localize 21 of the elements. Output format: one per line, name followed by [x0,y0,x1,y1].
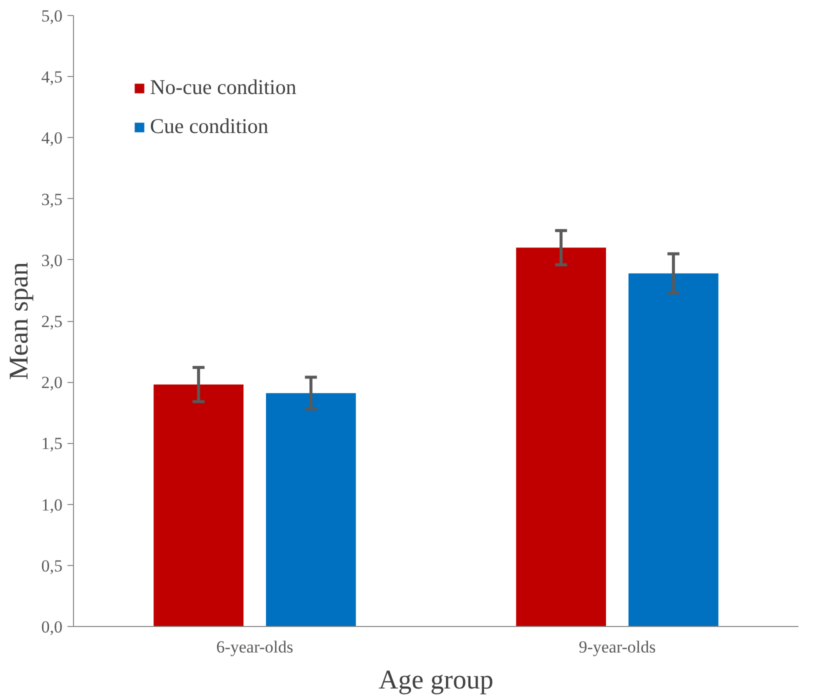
y-tick-label: 0,0 [41,618,62,636]
y-tick-label: 3,0 [41,250,62,270]
y-tick-label: 0,5 [41,556,62,576]
bar [154,384,244,626]
y-tick-label: 3,5 [41,190,62,209]
x-tick-label: 9-year-olds [578,638,656,656]
y-tick-label: 2,0 [41,373,62,392]
bar [266,393,356,626]
y-tick-label: 1,5 [41,434,62,454]
legend-label: No-cue condition [150,75,296,100]
y-tick-label: 5,0 [41,6,62,26]
bar [628,273,718,626]
x-axis-title: Age group [378,664,494,694]
y-tick-label: 4,0 [41,128,62,148]
x-tick-label: 6-year-olds [216,638,294,656]
bar [516,248,606,626]
y-tick-label: 2,5 [41,312,62,331]
y-tick-label: 1,0 [41,495,62,514]
y-axis-title: Mean span [3,262,34,380]
y-tick-label: 4,5 [41,68,62,87]
legend-label: Cue condition [150,114,268,139]
